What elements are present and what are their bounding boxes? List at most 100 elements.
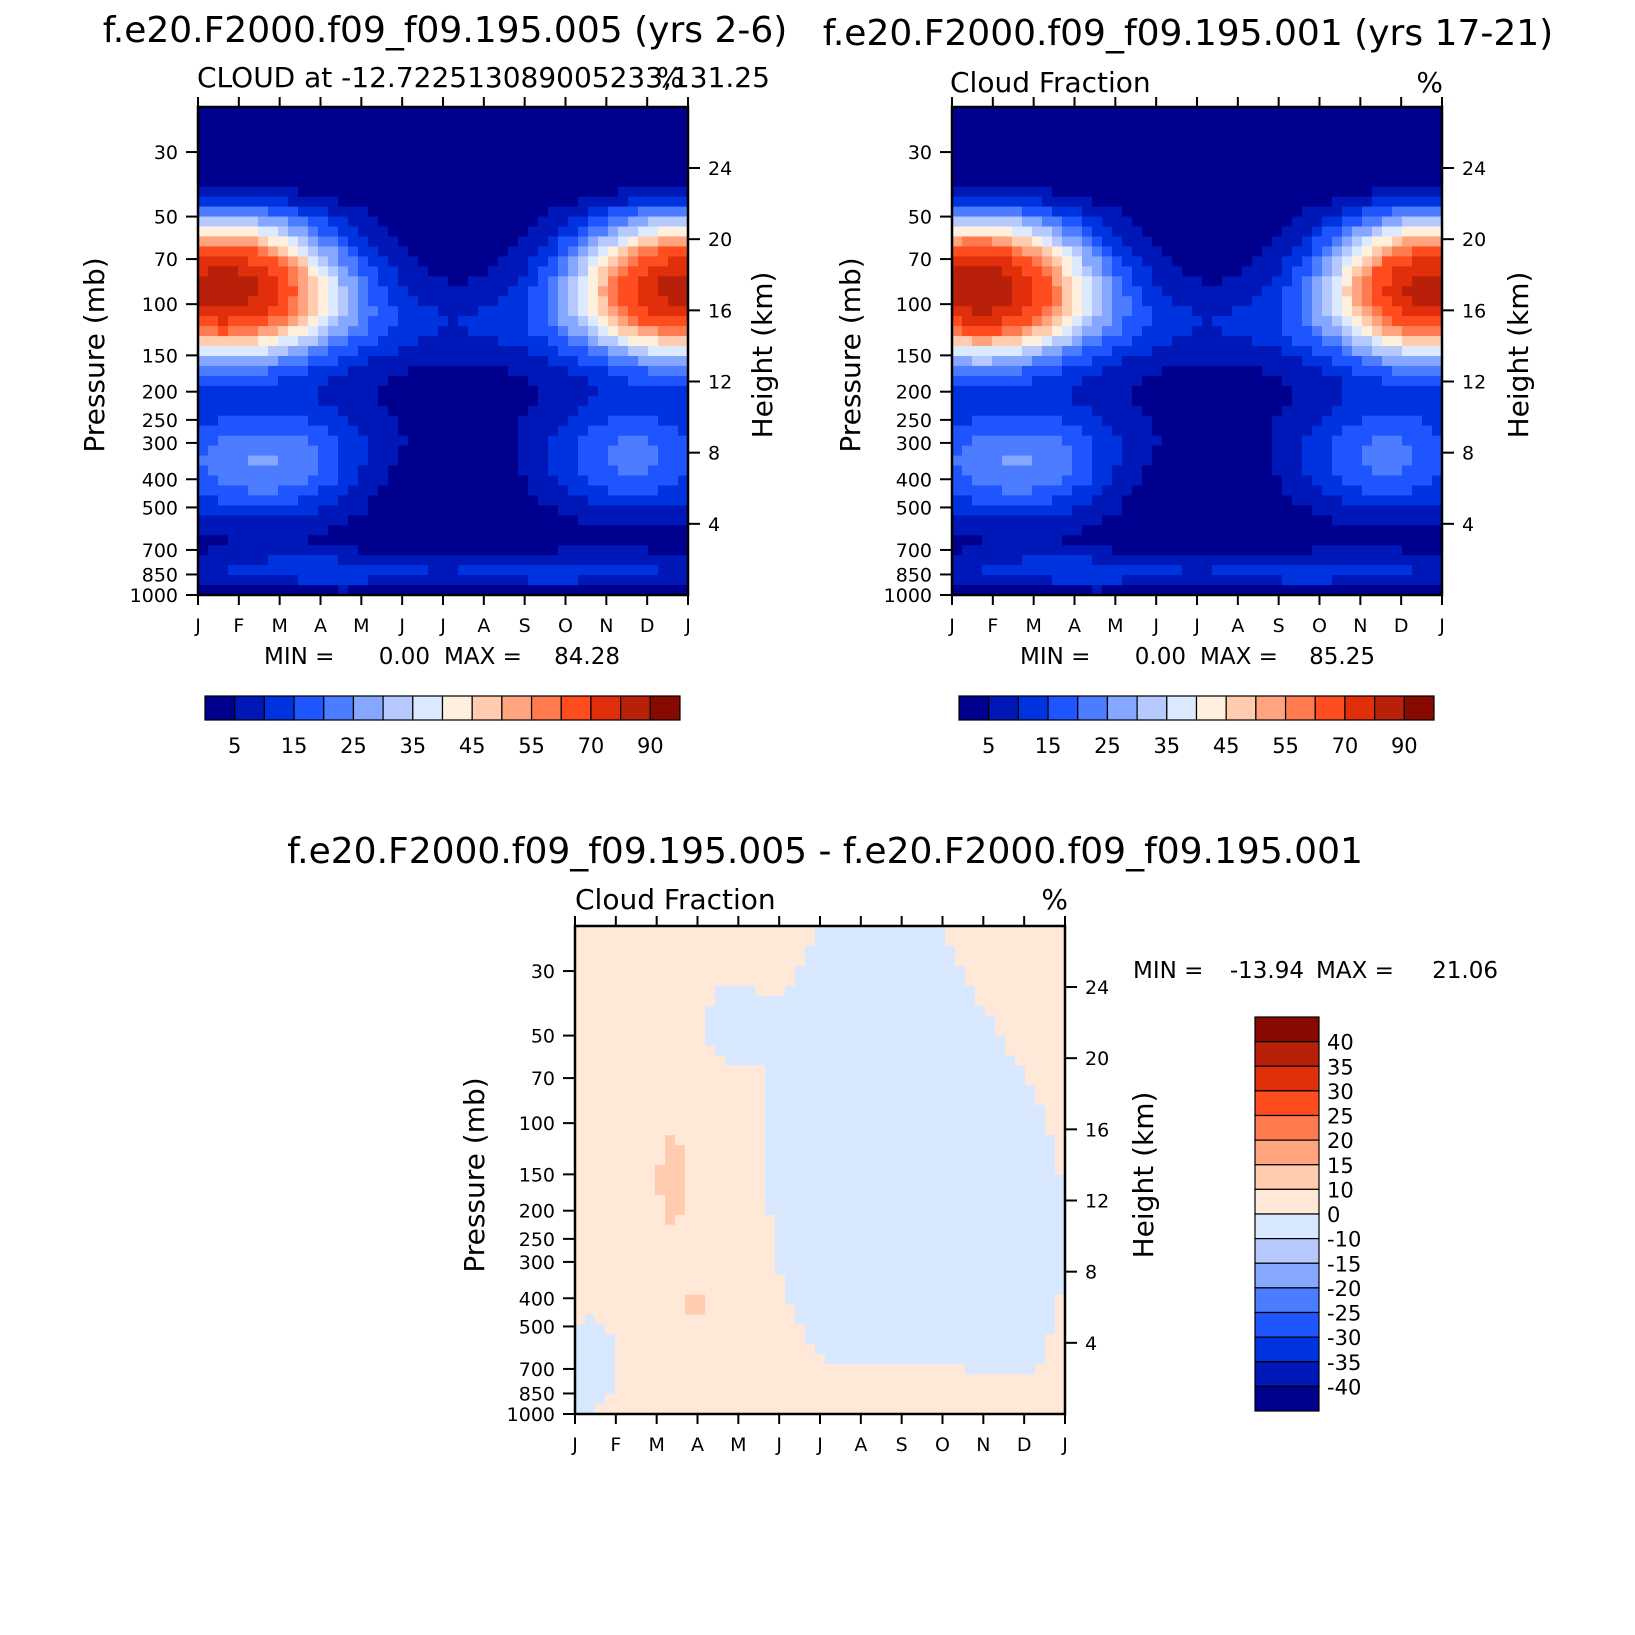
contour-cell [1232, 565, 1243, 576]
contour-cell [1362, 136, 1373, 148]
contour-cell [338, 216, 349, 228]
contour-cell [1202, 126, 1213, 138]
contour-cell [1332, 445, 1343, 457]
contour-cell [1272, 535, 1283, 546]
contour-cell [288, 286, 299, 297]
contour-cell [1182, 555, 1193, 566]
contour-cell [628, 166, 639, 178]
contour-cell [1162, 535, 1173, 546]
contour-cell [1062, 236, 1073, 248]
contour-cell [268, 525, 279, 536]
contour-cell [438, 276, 449, 287]
contour-cell [1272, 206, 1283, 218]
contour-cell [1212, 505, 1223, 516]
contour-cell [358, 346, 369, 357]
contour-cell [498, 226, 509, 238]
contour-cell [408, 226, 419, 238]
contour-cell [208, 296, 219, 307]
x-tick-label: F [987, 615, 998, 637]
contour-cell [1222, 326, 1233, 337]
contour-cell [528, 316, 539, 327]
contour-cell [1392, 286, 1403, 297]
contour-cell [962, 236, 973, 248]
contour-cell [1382, 136, 1393, 148]
contour-cell [1162, 375, 1173, 387]
contour-cell [1212, 206, 1223, 218]
contour-cell [992, 107, 1003, 118]
contour-cell [1182, 126, 1193, 138]
contour-cell [1062, 336, 1073, 347]
contour-cell [478, 375, 489, 387]
contour-cell [1342, 296, 1353, 307]
contour-cell [1032, 475, 1043, 487]
contour-cell [248, 196, 259, 208]
contour-cell [1332, 525, 1343, 536]
contour-cell [1022, 126, 1033, 138]
contour-cell [982, 425, 993, 437]
contour-cell [298, 316, 309, 327]
contour-cell [962, 465, 973, 477]
contour-cell [1102, 136, 1113, 148]
contour-cell [1132, 156, 1143, 168]
contour-cell [238, 375, 249, 387]
contour-cell [1012, 405, 1023, 417]
contour-cell [1062, 565, 1073, 576]
contour-cell [488, 326, 499, 337]
contour-cell [448, 296, 459, 307]
contour-cell [458, 286, 469, 297]
contour-cell [428, 495, 439, 506]
contour-cell [238, 216, 249, 228]
contour-cell [268, 136, 279, 148]
contour-cell [448, 505, 459, 516]
contour-cell [1382, 146, 1393, 158]
contour-cell [328, 156, 339, 168]
contour-cell [1432, 405, 1443, 417]
contour-cell [1382, 226, 1393, 238]
contour-cell [478, 425, 489, 437]
contour-cell [428, 555, 439, 566]
contour-cell [1262, 545, 1273, 556]
contour-cell [328, 535, 339, 546]
contour-cell [678, 346, 689, 357]
contour-cell [468, 346, 479, 357]
contour-cell [498, 365, 509, 377]
contour-cell [628, 286, 639, 297]
y2-axis-label: Height (km) [746, 272, 779, 439]
contour-cell [658, 505, 669, 516]
contour-cell [1172, 136, 1183, 148]
contour-cell [638, 585, 649, 596]
contour-cell [1192, 226, 1203, 238]
contour-cell [962, 425, 973, 437]
contour-cell [308, 475, 319, 487]
contour-cell [388, 286, 399, 297]
contour-cell [1042, 336, 1053, 347]
contour-cell [1092, 495, 1103, 506]
contour-cell [1162, 525, 1173, 536]
contour-cell [658, 256, 669, 267]
contour-cell [498, 336, 509, 347]
contour-cell [408, 505, 419, 516]
contour-cell [972, 525, 983, 536]
contour-cell [448, 525, 459, 536]
contour-cell [1362, 266, 1373, 277]
contour-cell [1072, 515, 1083, 526]
contour-cell [538, 166, 549, 178]
contour-cell [1422, 256, 1433, 267]
contour-cell [1062, 186, 1073, 198]
contour-cell [1162, 365, 1173, 377]
contour-cell [1362, 116, 1373, 128]
contour-cell [982, 555, 993, 566]
contour-cell [982, 216, 993, 228]
contour-cell [498, 485, 509, 497]
contour-cell [1202, 415, 1213, 427]
contour-cell [578, 236, 589, 248]
contour-cell [1242, 515, 1253, 526]
contour-cell [428, 385, 439, 397]
contour-cell [278, 465, 289, 477]
contour-cell [198, 306, 209, 317]
contour-cell [1112, 485, 1123, 497]
contour-cell [1372, 216, 1383, 228]
contour-cell [1022, 575, 1033, 586]
contour-cell [1362, 355, 1373, 367]
contour-cell [618, 216, 629, 228]
